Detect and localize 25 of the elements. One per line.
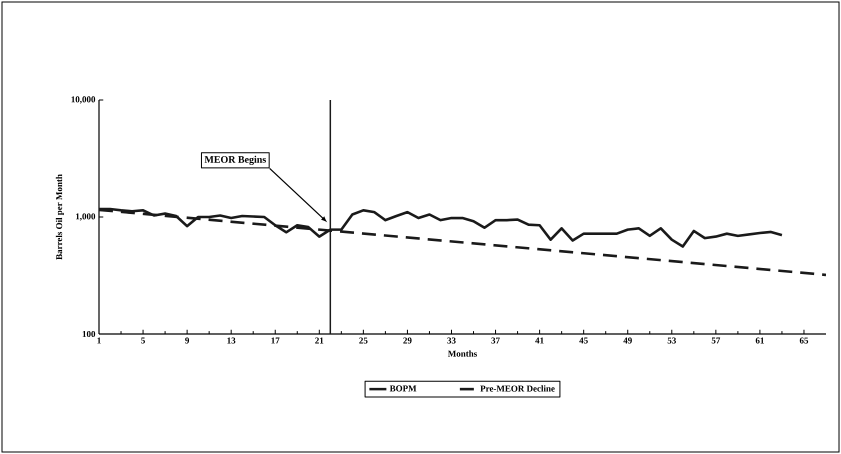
x-axis-title: Months — [448, 350, 477, 357]
x-tick-label: 49 — [623, 338, 632, 344]
x-tick-label: 41 — [535, 338, 544, 344]
x-tick-label: 21 — [315, 338, 324, 344]
x-tick-label: 53 — [668, 338, 676, 344]
x-tick-label: 9 — [185, 338, 190, 344]
y-tick-label: 10,000 — [72, 96, 96, 104]
annotation: MEOR Begins — [204, 156, 266, 165]
y-axis-title: Barrels Oil per Month — [56, 174, 64, 260]
x-tick-label: 65 — [800, 338, 808, 344]
legend-label: Pre-MEOR Decline — [480, 385, 555, 392]
x-tick-label: 13 — [227, 338, 236, 344]
x-tick-label: 33 — [447, 338, 456, 344]
x-tick-label: 61 — [756, 338, 764, 344]
x-tick-label: 29 — [403, 338, 412, 344]
y-tick-label: 1,000 — [76, 213, 96, 221]
y-tick-label: 100 — [82, 330, 96, 338]
x-tick-label: 1 — [97, 338, 101, 344]
x-tick-label: 45 — [579, 338, 588, 344]
x-tick-label: 25 — [359, 338, 368, 344]
x-tick-label: 5 — [141, 338, 145, 344]
x-tick-label: 37 — [491, 338, 500, 344]
x-tick-label: 57 — [712, 338, 720, 344]
x-tick-label: 17 — [271, 338, 280, 344]
legend-label: BOPM — [390, 385, 416, 392]
